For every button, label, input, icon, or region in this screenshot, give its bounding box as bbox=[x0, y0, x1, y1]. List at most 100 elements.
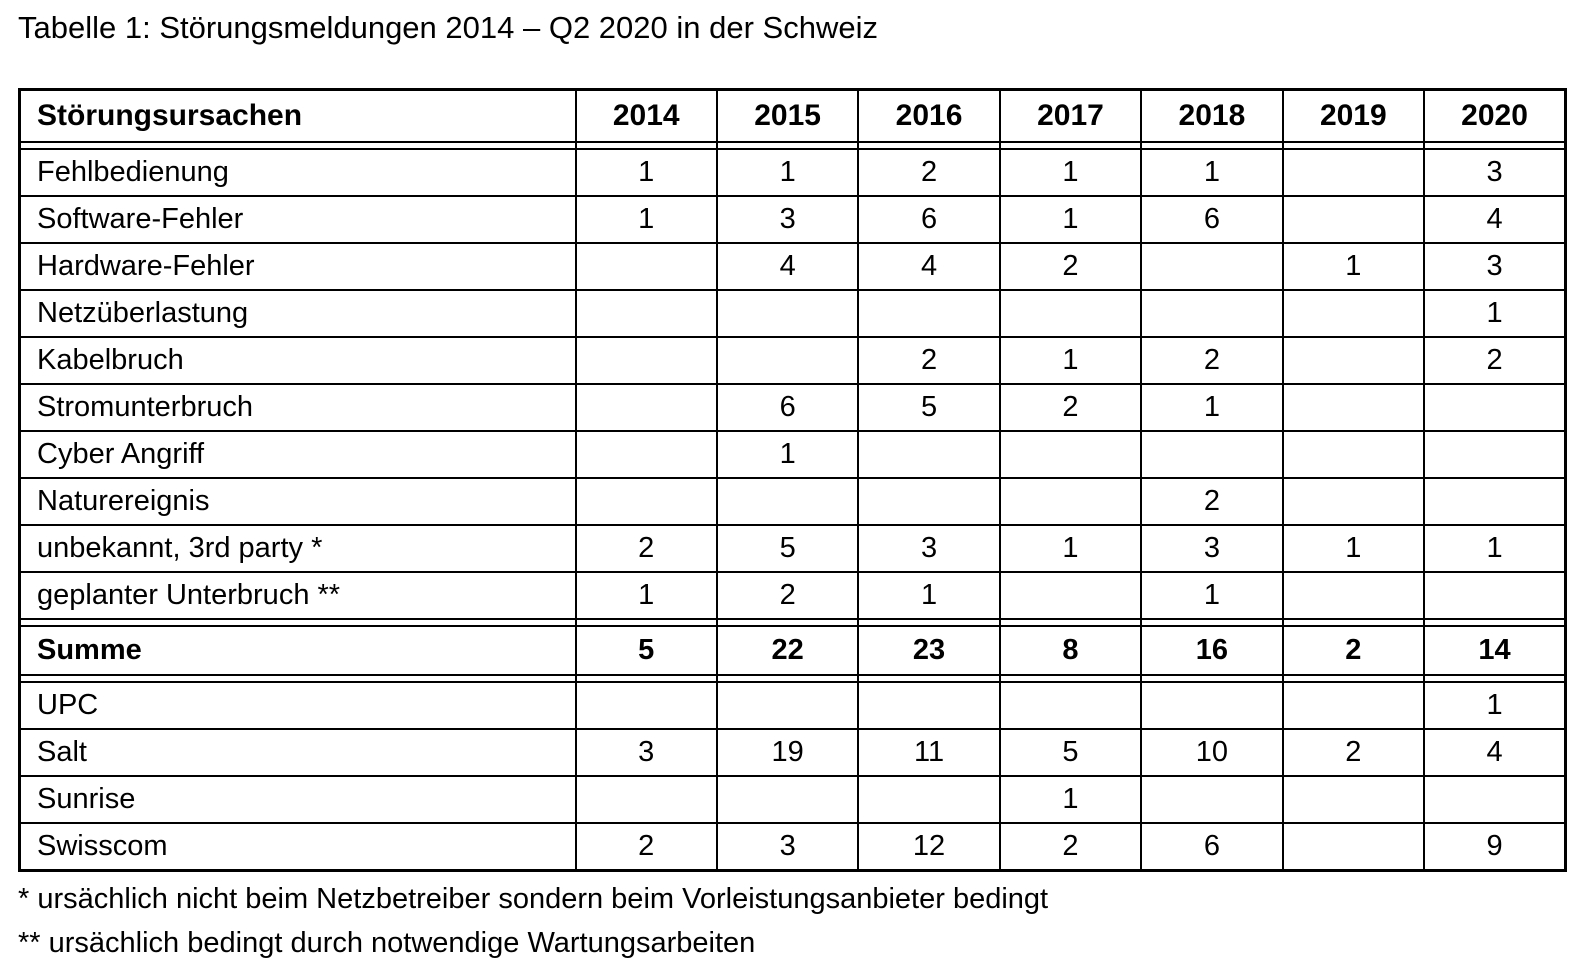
cell-value: 2 bbox=[1140, 336, 1284, 385]
divider-cell bbox=[715, 674, 860, 683]
cell-value: 6 bbox=[715, 383, 860, 432]
cell-value: 4 bbox=[1423, 195, 1567, 244]
divider-cell bbox=[18, 141, 577, 150]
row-label: Cyber Angriff bbox=[18, 430, 577, 479]
row-label: Hardware-Fehler bbox=[18, 242, 577, 291]
table-row: Stromunterbruch 6 5 2 1 bbox=[18, 383, 1567, 432]
table-row: Swisscom 2 3 12 2 6 9 bbox=[18, 822, 1567, 872]
divider-cell bbox=[1140, 618, 1284, 627]
cell-value bbox=[1281, 477, 1426, 526]
cell-value: 19 bbox=[715, 728, 860, 777]
table-row: geplanter Unterbruch ** 1 2 1 1 bbox=[18, 571, 1567, 620]
cell-value bbox=[857, 430, 1001, 479]
cell-value: 1 bbox=[715, 430, 860, 479]
cell-value bbox=[574, 383, 718, 432]
cell-value bbox=[1281, 775, 1426, 824]
column-header-year: 2018 bbox=[1140, 88, 1284, 143]
cell-value: 1 bbox=[1423, 524, 1567, 573]
cell-value bbox=[857, 477, 1001, 526]
cell-value: 1 bbox=[998, 524, 1143, 573]
cell-value bbox=[1281, 681, 1426, 730]
section-divider bbox=[18, 674, 1567, 683]
column-header-year: 2016 bbox=[857, 88, 1001, 143]
cell-value: 1 bbox=[1423, 289, 1567, 338]
table-head: Störungsursachen 2014 2015 2016 2017 2018 2019… bbox=[18, 88, 1567, 143]
cell-value bbox=[1281, 430, 1426, 479]
divider-cell bbox=[857, 141, 1001, 150]
column-header-year: 2019 bbox=[1281, 88, 1426, 143]
cell-value: 1 bbox=[1140, 383, 1284, 432]
table-row: Salt 3 19 11 5 10 2 4 bbox=[18, 728, 1567, 777]
cell-value bbox=[574, 681, 718, 730]
divider-cell bbox=[1281, 674, 1426, 683]
cell-value bbox=[1281, 289, 1426, 338]
divider-cell bbox=[715, 141, 860, 150]
cell-value bbox=[574, 430, 718, 479]
divider-cell bbox=[574, 674, 718, 683]
cell-value bbox=[1140, 681, 1284, 730]
cell-value: 1 bbox=[998, 195, 1143, 244]
row-label: Summe bbox=[18, 625, 577, 676]
table-row: Cyber Angriff 1 bbox=[18, 430, 1567, 479]
footnotes: * ursächlich nicht beim Netzbetreiber so… bbox=[18, 872, 1048, 960]
cell-value: 2 bbox=[574, 524, 718, 573]
cell-value: 3 bbox=[857, 524, 1001, 573]
cell-value bbox=[1281, 822, 1426, 872]
cell-value: 4 bbox=[857, 242, 1001, 291]
footnote-2: ** ursächlich bedingt durch notwendige W… bbox=[18, 927, 756, 959]
cell-value bbox=[715, 681, 860, 730]
cell-value bbox=[574, 289, 718, 338]
table-row: Kabelbruch 2 1 2 2 bbox=[18, 336, 1567, 385]
cell-value bbox=[574, 477, 718, 526]
cell-value: 2 bbox=[998, 822, 1143, 872]
column-header-year: 2015 bbox=[715, 88, 860, 143]
column-header-causes: Störungsursachen bbox=[18, 88, 577, 143]
cell-value: 11 bbox=[857, 728, 1001, 777]
cell-value: 1 bbox=[857, 571, 1001, 620]
cell-value: 2 bbox=[1140, 477, 1284, 526]
cell-value: 1 bbox=[1140, 148, 1284, 197]
cell-value: 2 bbox=[1281, 625, 1426, 676]
row-label: geplanter Unterbruch ** bbox=[18, 571, 577, 620]
table-row: Summe 5 22 23 8 16 2 14 bbox=[18, 625, 1567, 676]
cell-value bbox=[1281, 383, 1426, 432]
divider-cell bbox=[1140, 674, 1284, 683]
cell-value: 2 bbox=[857, 148, 1001, 197]
section-divider bbox=[18, 618, 1567, 627]
table-row: UPC 1 bbox=[18, 681, 1567, 730]
column-header-year: 2014 bbox=[574, 88, 718, 143]
table-row: Sunrise 1 bbox=[18, 775, 1567, 824]
cell-value: 2 bbox=[998, 383, 1143, 432]
divider-cell bbox=[1281, 141, 1426, 150]
row-label: UPC bbox=[18, 681, 577, 730]
cell-value: 1 bbox=[1423, 681, 1567, 730]
cell-value bbox=[857, 289, 1001, 338]
cell-value: 5 bbox=[857, 383, 1001, 432]
cell-value bbox=[715, 775, 860, 824]
footnote-1: * ursächlich nicht beim Netzbetreiber so… bbox=[18, 883, 1049, 915]
column-header-year: 2020 bbox=[1423, 88, 1567, 143]
cell-value: 3 bbox=[715, 822, 860, 872]
cell-value bbox=[715, 289, 860, 338]
cell-value: 3 bbox=[574, 728, 718, 777]
row-label: Swisscom bbox=[18, 822, 577, 872]
divider-cell bbox=[998, 674, 1143, 683]
cell-value bbox=[715, 336, 860, 385]
cell-value bbox=[1423, 383, 1567, 432]
row-label: Software-Fehler bbox=[18, 195, 577, 244]
divider-cell bbox=[998, 141, 1143, 150]
table-row: Hardware-Fehler 4 4 2 1 3 bbox=[18, 242, 1567, 291]
cell-value bbox=[998, 571, 1143, 620]
cell-value: 2 bbox=[574, 822, 718, 872]
cell-value bbox=[1281, 336, 1426, 385]
cell-value: 16 bbox=[1140, 625, 1284, 676]
cell-value: 2 bbox=[715, 571, 860, 620]
table-header-row: Störungsursachen 2014 2015 2016 2017 2018 2019… bbox=[18, 88, 1567, 143]
cell-value bbox=[857, 775, 1001, 824]
divider-cell bbox=[998, 618, 1143, 627]
cell-value bbox=[1140, 775, 1284, 824]
section-divider bbox=[18, 141, 1567, 150]
disruption-table: Störungsursachen 2014 2015 2016 2017 2018 2019… bbox=[18, 88, 1567, 872]
cell-value: 5 bbox=[998, 728, 1143, 777]
